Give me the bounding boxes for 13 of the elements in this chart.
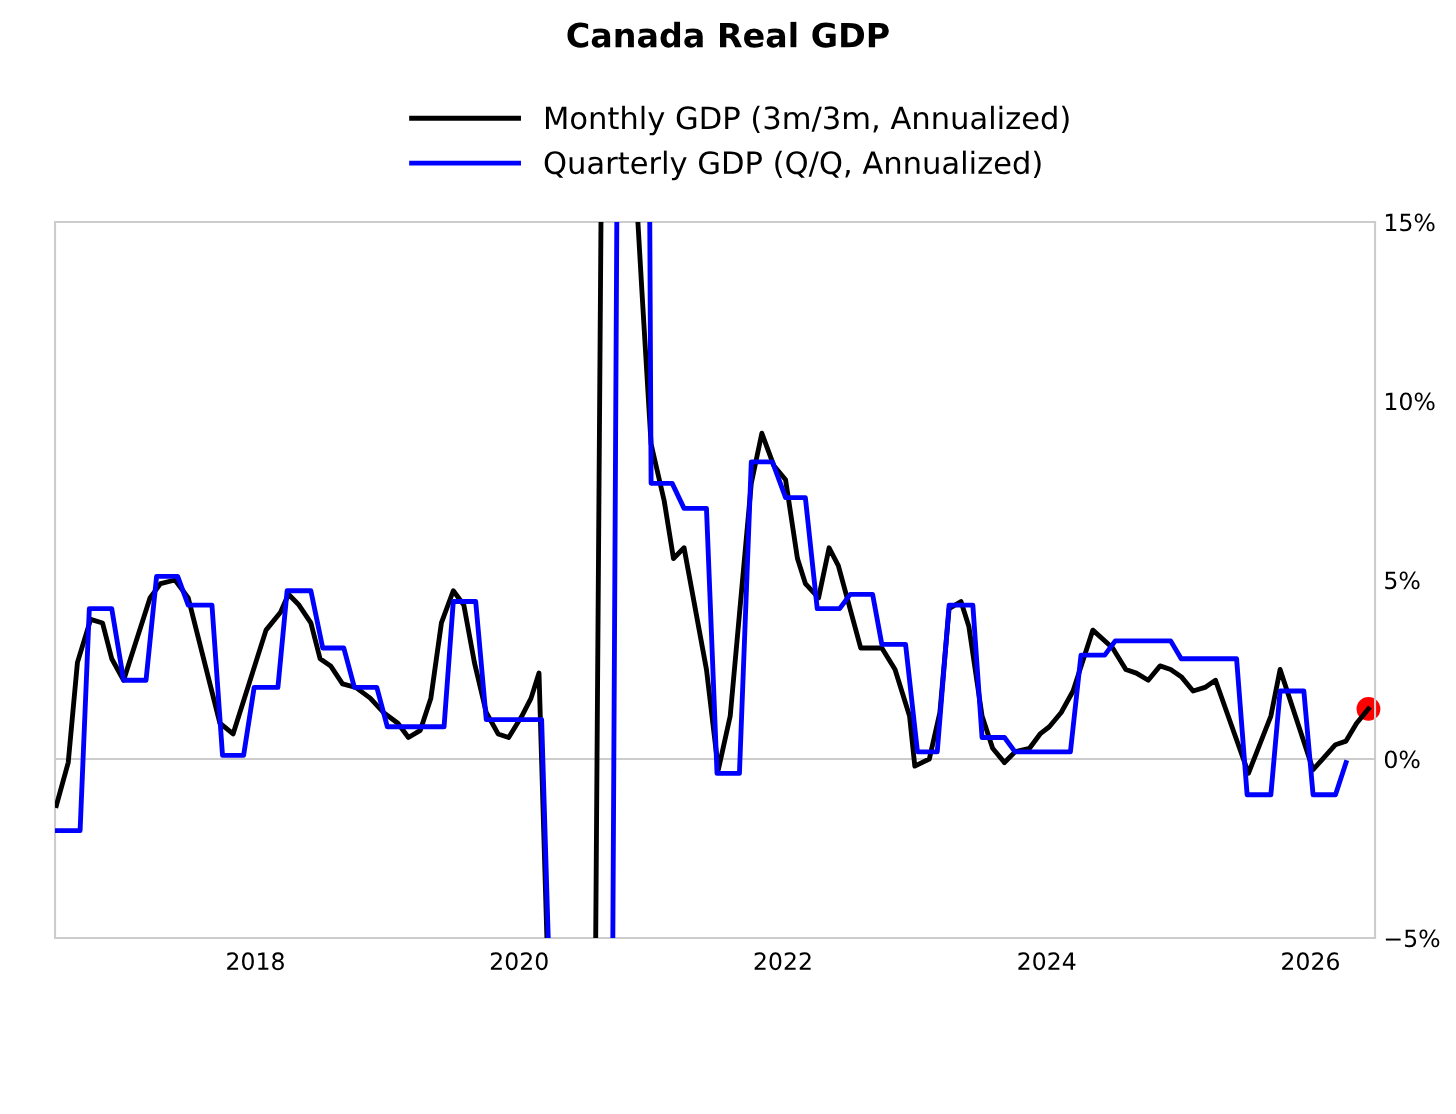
x-tick-label: 2026: [1282, 952, 1339, 971]
chart-title: Canada Real GDP: [567, 21, 889, 48]
x-tick-label: 2024: [1018, 952, 1076, 971]
y-tick-label: −5%: [1385, 929, 1440, 948]
y-tick-label: 15%: [1385, 213, 1435, 232]
x-tick-label: 2018: [227, 952, 284, 971]
x-tick-label: 2020: [490, 952, 548, 971]
y-tick-label: 0%: [1384, 750, 1420, 769]
legend-label: Monthly GDP (3m/3m, Annualized): [545, 105, 1069, 136]
y-tick-label: 5%: [1385, 571, 1420, 590]
y-tick-label: 10%: [1385, 392, 1435, 411]
x-tick-label: 2022: [754, 952, 811, 971]
legend-label: Quarterly GDP (Q/Q, Annualized): [544, 150, 1041, 181]
